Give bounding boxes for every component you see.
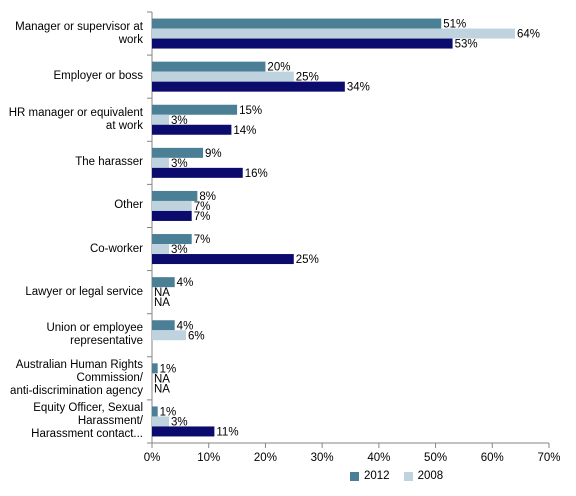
category-label-line: Union or employee <box>46 322 143 335</box>
bar <box>152 244 170 255</box>
bar <box>152 416 170 427</box>
bar <box>152 363 158 374</box>
category-label: Employer or boss <box>0 70 143 83</box>
category-label-line: Lawyer or legal service <box>25 285 143 298</box>
legend-item-2012: 2012 <box>350 470 390 482</box>
category-label: Other <box>0 199 143 212</box>
category-label-line: The harasser <box>75 156 143 169</box>
category-label-line: HR manager or equivalent <box>8 106 143 119</box>
data-label: 34% <box>347 82 370 94</box>
data-label: NA <box>154 297 170 309</box>
category-label-line: Equity Officer, Sexual <box>33 401 143 414</box>
data-label: 3% <box>171 115 188 127</box>
data-label: NA <box>154 383 170 395</box>
bar <box>152 28 515 39</box>
data-label: 16% <box>245 168 268 180</box>
data-label: 8% <box>199 191 216 203</box>
data-label: 64% <box>517 29 540 41</box>
category-label-line: Australian Human Rights <box>15 358 143 371</box>
category-label-line: Co-worker <box>89 242 143 255</box>
bar <box>152 167 243 178</box>
legend-swatch-2012 <box>350 471 359 481</box>
data-label: 3% <box>171 416 188 428</box>
bar <box>152 426 215 437</box>
category-label: Australian Human Rights Commission/anti-d… <box>0 359 143 398</box>
data-label: 6% <box>188 330 205 342</box>
data-label: 25% <box>296 254 319 266</box>
category-label-line: work <box>118 33 143 46</box>
bar <box>152 81 345 92</box>
category-label-line: Other <box>114 199 143 212</box>
bar <box>152 190 198 201</box>
data-label: 1% <box>160 406 177 418</box>
legend-label-2008: 2008 <box>417 470 444 482</box>
data-label: 7% <box>194 211 211 223</box>
category-label: Manager or supervisor at work <box>0 21 143 47</box>
x-tick-label: 10% <box>197 452 220 464</box>
category-label: Lawyer or legal service <box>0 286 143 299</box>
bar <box>152 124 232 135</box>
data-label: 15% <box>239 105 262 117</box>
bar <box>152 71 294 82</box>
x-tick-label: 50% <box>424 452 447 464</box>
bar <box>152 210 192 221</box>
data-label: 9% <box>205 148 222 160</box>
category-label-line: Employer or boss <box>53 70 143 83</box>
x-tick-label: 40% <box>367 452 390 464</box>
data-label: 4% <box>177 320 194 332</box>
bar <box>152 320 175 331</box>
data-label: 1% <box>160 363 177 375</box>
legend: 2012 2008 <box>350 470 457 482</box>
category-label-line: Manager or supervisor at <box>15 20 143 33</box>
category-label: Equity Officer, Sexual Harassment/Harassm… <box>0 402 143 441</box>
data-label: 7% <box>194 201 211 213</box>
legend-label-2012: 2012 <box>364 470 390 482</box>
data-label: 3% <box>171 244 188 256</box>
bar <box>152 254 294 265</box>
data-label: 11% <box>216 426 238 438</box>
data-label: 51% <box>443 19 466 31</box>
category-label: Co-worker <box>0 243 143 256</box>
bar <box>152 147 204 158</box>
x-tick-label: 0% <box>144 452 161 464</box>
bar <box>152 38 453 49</box>
bar <box>152 114 170 125</box>
data-label: 20% <box>267 62 290 74</box>
data-label: 25% <box>296 72 319 84</box>
bar <box>152 157 170 168</box>
data-label: 14% <box>233 125 256 137</box>
data-label: 4% <box>177 277 194 289</box>
data-label: NA <box>154 287 170 299</box>
category-label: HR manager or equivalent at work <box>0 107 143 133</box>
bar <box>152 200 192 211</box>
legend-item-2008: 2008 <box>403 470 444 482</box>
category-label-line: Commission/ <box>76 371 143 384</box>
data-label: NA <box>154 373 170 385</box>
x-tick-label: 20% <box>254 452 277 464</box>
data-label: 7% <box>194 234 211 246</box>
bar <box>152 406 158 417</box>
bar <box>152 18 442 29</box>
category-label: Union or employee representative <box>0 322 143 348</box>
legend-swatch-2008 <box>403 471 413 481</box>
data-label: 53% <box>455 39 478 51</box>
data-label: 3% <box>171 158 188 170</box>
bar <box>152 277 175 288</box>
bar <box>152 61 266 72</box>
bar <box>152 234 192 245</box>
category-label-line: representative <box>70 335 143 348</box>
x-tick-label: 30% <box>311 452 334 464</box>
category-label-line: anti-discrimination agency <box>10 384 143 397</box>
category-label: The harasser <box>0 156 143 169</box>
category-label-line: Harassment contact... <box>31 427 143 440</box>
category-label-line: Harassment/ <box>77 414 143 427</box>
x-tick-label: 60% <box>481 452 504 464</box>
x-tick-label: 70% <box>537 452 560 464</box>
bar <box>152 104 238 115</box>
category-label-line: at work <box>105 119 143 132</box>
bar <box>152 330 187 341</box>
